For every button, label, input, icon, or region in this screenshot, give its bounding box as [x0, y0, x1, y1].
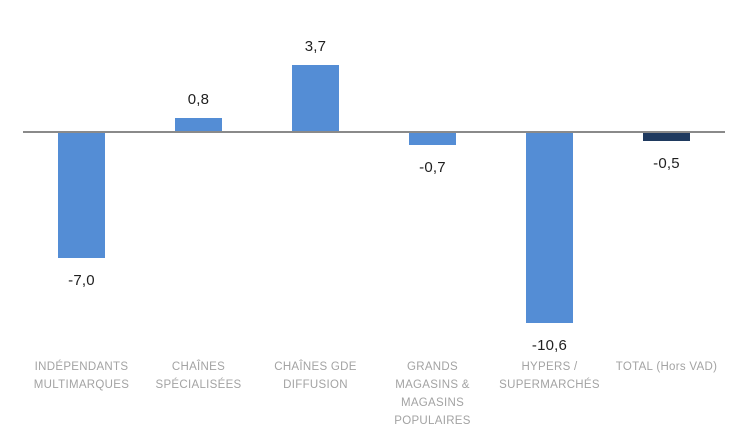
value-label: -7,0: [68, 272, 95, 289]
category-label: HYPERS / SUPERMARCHÉS: [499, 361, 600, 391]
bar: [58, 132, 105, 258]
category-label: CHAÎNES SPÉCIALISÉES: [155, 361, 242, 391]
category-label: TOTAL (Hors VAD): [615, 361, 718, 373]
category-label: GRANDS MAGASINS & MAGASINS POPULAIRES: [394, 361, 471, 427]
bar: [175, 117, 222, 132]
category-label: CHAÎNES GDE DIFFUSION: [274, 361, 357, 391]
x-axis-line: [23, 131, 725, 133]
bar: [292, 65, 339, 132]
bar: [526, 132, 573, 323]
value-label: 0,8: [187, 90, 210, 108]
value-label: 3,7: [304, 38, 327, 56]
value-label: -0,5: [653, 155, 680, 172]
bar: [409, 132, 456, 145]
category-label: INDÉPENDANTS MULTIMARQUES: [33, 361, 130, 391]
value-label: -10,6: [531, 336, 568, 354]
value-label: -0,7: [419, 158, 446, 176]
bar: [643, 132, 690, 141]
